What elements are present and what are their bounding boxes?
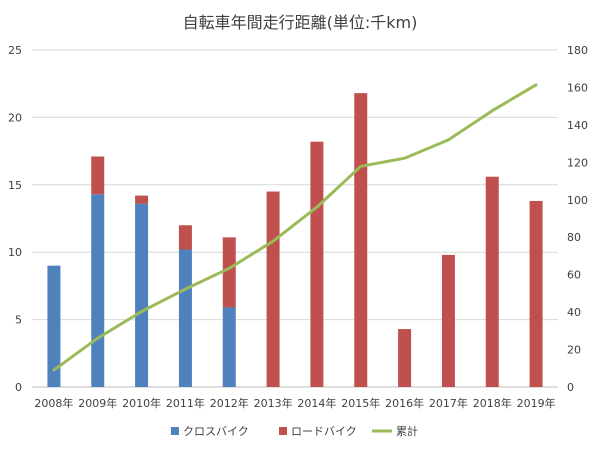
bar-cross-2012年 [222, 307, 236, 387]
y-right-tick-label: 180 [567, 44, 588, 57]
y-right-tick-label: 20 [567, 344, 581, 357]
bar-road-2019年 [529, 200, 543, 387]
y-right-tick-label: 120 [567, 156, 588, 169]
x-tick-label: 2019年 [517, 396, 556, 410]
x-tick-label: 2017年 [429, 396, 468, 410]
y-right-tick-label: 160 [567, 81, 588, 94]
legend-swatch [171, 427, 179, 435]
bar-cross-2009年 [91, 194, 105, 387]
y-right-tick-label: 140 [567, 119, 588, 132]
x-tick-label: 2013年 [254, 396, 293, 410]
x-tick-label: 2008年 [34, 396, 73, 410]
y-left-tick-label: 0 [15, 381, 22, 394]
y-left-tick-label: 15 [8, 179, 22, 192]
bar-road-2015年 [354, 93, 368, 388]
bar-road-2016年 [398, 329, 412, 387]
bar-road-2012年 [222, 237, 236, 308]
x-tick-label: 2012年 [210, 396, 249, 410]
bar-road-2009年 [91, 156, 105, 195]
legend-label: ロードバイク [291, 425, 357, 438]
y-left-tick-label: 5 [15, 314, 22, 327]
bar-road-2011年 [178, 225, 192, 250]
legend-swatch [279, 427, 287, 435]
y-right-tick-label: 40 [567, 306, 581, 319]
cumulative-line [52, 83, 538, 372]
y-left-tick-label: 25 [8, 44, 22, 57]
bar-road-2017年 [441, 254, 455, 387]
bar-cross-2008年 [47, 265, 61, 387]
x-tick-label: 2015年 [341, 396, 380, 410]
bar-road-2013年 [266, 191, 280, 387]
y-right-tick-label: 80 [567, 231, 581, 244]
bar-road-2014年 [310, 141, 324, 387]
x-tick-label: 2011年 [166, 396, 205, 410]
legend-label: 累計 [396, 424, 418, 438]
y-right-tick-label: 0 [567, 381, 574, 394]
chart-title: 自転車年間走行距離(単位:千km) [183, 13, 418, 32]
bar-road-2010年 [135, 195, 149, 204]
bar-cross-2010年 [135, 203, 149, 387]
x-tick-label: 2010年 [122, 396, 161, 410]
y-left-tick-label: 20 [8, 111, 22, 124]
x-tick-label: 2016年 [385, 396, 424, 410]
legend-label: クロスバイク [183, 425, 249, 438]
y-left-tick-label: 10 [8, 246, 22, 259]
bar-road-2018年 [485, 176, 499, 387]
y-right-tick-label: 60 [567, 269, 581, 282]
y-right-tick-label: 100 [567, 194, 588, 207]
x-tick-label: 2018年 [473, 396, 512, 410]
bar-cross-2011年 [178, 249, 192, 387]
x-tick-label: 2014年 [297, 396, 336, 410]
x-tick-label: 2009年 [78, 396, 117, 410]
